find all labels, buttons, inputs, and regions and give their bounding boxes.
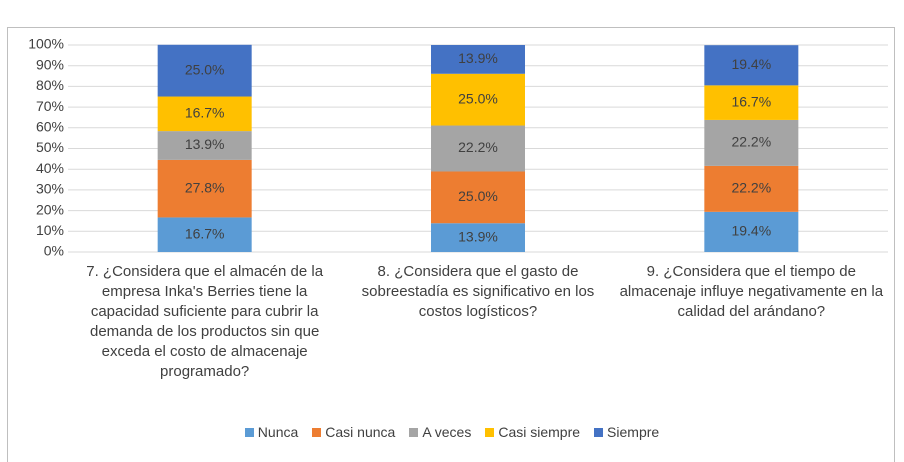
bar-segment [431, 171, 525, 224]
y-tick-label: 60% [36, 119, 64, 135]
legend-item: Casi siempre [485, 424, 580, 440]
legend-item: Siempre [594, 424, 659, 440]
value-label: 25.0% [185, 61, 225, 77]
legend-item: Casi nunca [312, 424, 395, 440]
value-label: 16.7% [185, 225, 225, 241]
y-tick-label: 30% [36, 181, 64, 197]
legend-item: Nunca [244, 424, 299, 440]
legend-label: A veces [422, 424, 472, 440]
bar-segment [704, 165, 799, 212]
legend-swatch [485, 427, 495, 437]
value-label: 27.8% [185, 179, 225, 195]
value-label: 16.7% [731, 93, 771, 109]
legend-label: Casi siempre [498, 424, 581, 440]
legend-swatch [244, 427, 254, 437]
value-label: 25.0% [458, 188, 498, 204]
value-label: 22.2% [731, 180, 771, 196]
bar-segment [431, 45, 525, 74]
value-label: 13.9% [185, 136, 225, 152]
value-label: 25.0% [458, 90, 498, 106]
x-tick-label: 9. ¿Considera que el tiempo de almacenaj… [619, 263, 884, 320]
bar-segment [431, 223, 525, 252]
bar-segment [157, 159, 252, 218]
chart-frame [7, 27, 895, 462]
bar-segment [157, 96, 252, 132]
bar-segment [704, 119, 799, 166]
value-label: 16.7% [185, 105, 225, 121]
legend-label: Nunca [257, 424, 299, 440]
y-tick-label: 40% [36, 160, 64, 176]
x-tick-label: 7. ¿Considera que el almacén de la empre… [86, 263, 324, 380]
legend-swatch [312, 427, 322, 437]
y-tick-label: 70% [36, 98, 64, 114]
y-tick-label: 50% [36, 139, 64, 155]
y-tick-label: 0% [44, 243, 64, 259]
value-label: 13.9% [458, 50, 498, 66]
bar-segment [431, 73, 525, 126]
y-tick-label: 90% [36, 56, 64, 72]
y-tick-label: 10% [36, 222, 64, 238]
bar-segment [704, 211, 799, 252]
value-label: 22.2% [458, 139, 498, 155]
legend-item: A veces [409, 424, 471, 440]
bar-segment [431, 125, 525, 172]
bar-segment [704, 85, 799, 120]
y-tick-label: 100% [28, 36, 64, 52]
legend-swatch [409, 427, 419, 437]
x-tick-label: 8. ¿Considera que el gasto de sobreestad… [361, 263, 595, 320]
value-label: 22.2% [731, 134, 771, 150]
bar-segment [157, 131, 252, 160]
bar-segment [157, 44, 252, 97]
value-label: 19.4% [731, 223, 771, 239]
legend-label: Siempre [607, 424, 660, 440]
y-tick-label: 80% [36, 77, 64, 93]
legend: Nunca Casi nunca A veces Casi siempre Siempr… [0, 424, 904, 440]
legend-label: Casi nunca [325, 424, 396, 440]
bar-segment [704, 45, 799, 86]
bar-segment [157, 217, 252, 252]
y-tick-label: 20% [36, 201, 64, 217]
legend-swatch [594, 427, 604, 437]
value-label: 13.9% [458, 228, 498, 244]
value-label: 19.4% [731, 56, 771, 72]
